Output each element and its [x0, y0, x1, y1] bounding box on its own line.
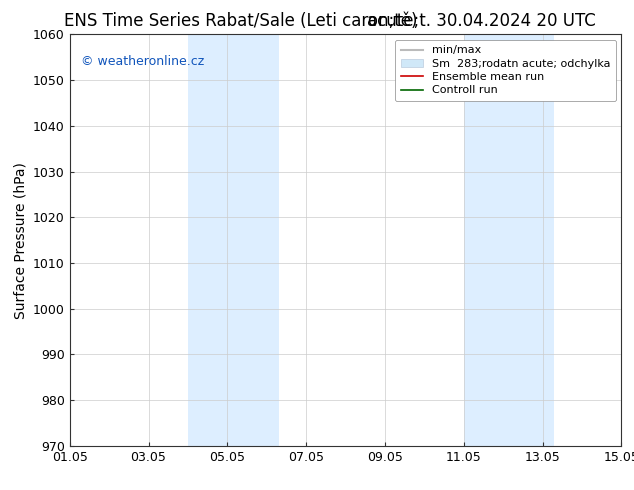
Text: © weatheronline.cz: © weatheronline.cz [81, 55, 204, 68]
Y-axis label: Surface Pressure (hPa): Surface Pressure (hPa) [13, 162, 27, 318]
Bar [188, 34, 278, 446]
Legend: min/max, Sm  283;rodatn acute; odchylka, Ensemble mean run, Controll run: min/max, Sm 283;rodatn acute; odchylka, … [395, 40, 616, 101]
Text: ENS Time Series Rabat/Sale (Leti caron;tě): ENS Time Series Rabat/Sale (Leti caron;t… [64, 12, 418, 30]
Text: acute;t. 30.04.2024 20 UTC: acute;t. 30.04.2024 20 UTC [368, 12, 596, 30]
Bar [463, 34, 554, 446]
